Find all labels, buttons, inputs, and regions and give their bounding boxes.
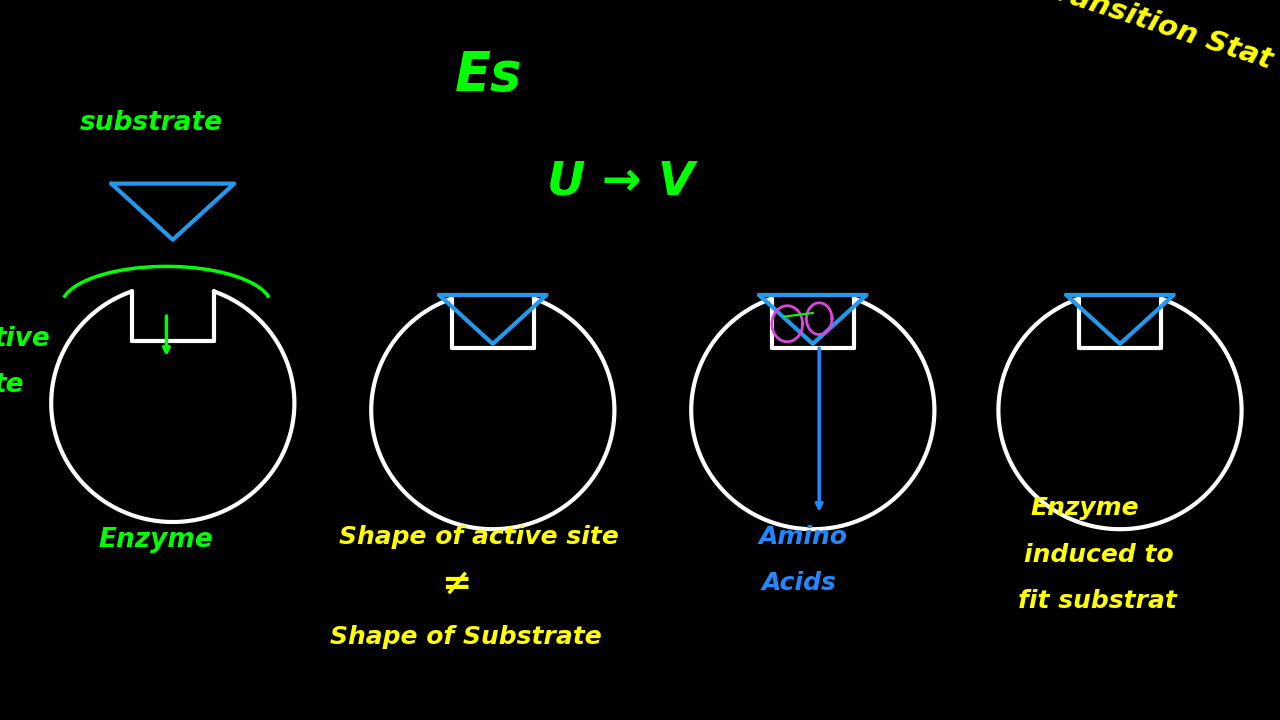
- Text: Amino: Amino: [759, 525, 847, 549]
- Text: tive: tive: [0, 325, 50, 351]
- Text: U → V: U → V: [547, 159, 695, 204]
- Text: fit substrat: fit substrat: [1018, 590, 1176, 613]
- Text: Shape of active site: Shape of active site: [339, 525, 620, 549]
- Text: substrate: substrate: [79, 109, 223, 135]
- Text: ≠: ≠: [442, 567, 472, 601]
- Text: Acids: Acids: [762, 572, 836, 595]
- Text: te: te: [0, 372, 24, 398]
- Text: Shape of Substrate: Shape of Substrate: [330, 626, 602, 649]
- Text: Enzyme: Enzyme: [1030, 496, 1139, 520]
- Text: Es: Es: [454, 49, 522, 101]
- Text: induced to: induced to: [1024, 543, 1174, 567]
- Text: Transition Stat: Transition Stat: [1037, 0, 1275, 74]
- Text: Enzyme: Enzyme: [99, 527, 214, 553]
